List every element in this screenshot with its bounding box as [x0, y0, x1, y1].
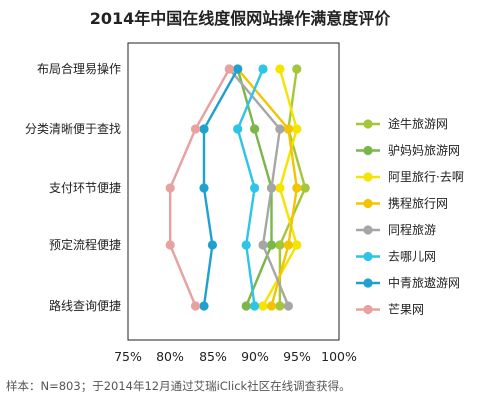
legend-item: 芒果网 — [356, 302, 424, 317]
category-label: 布局合理易操作 — [37, 61, 121, 76]
data-point — [266, 183, 277, 193]
legend-label: 同程旅游 — [388, 222, 436, 237]
legend-label: 去哪儿网 — [388, 250, 436, 264]
data-point — [275, 301, 285, 311]
data-point — [190, 301, 201, 311]
x-tick-label: 75% — [114, 349, 142, 364]
legend-item: 去哪儿网 — [356, 250, 436, 264]
legend-label: 阿里旅行·去啊 — [388, 170, 464, 184]
plot-frame — [127, 42, 340, 341]
data-point — [283, 240, 293, 250]
data-point — [275, 64, 285, 74]
x-tick-label: 85% — [199, 349, 227, 364]
x-tick-label: 90% — [241, 349, 269, 364]
legend-swatch-marker — [363, 304, 373, 315]
legend-item: 携程旅行网 — [356, 196, 448, 211]
data-point — [258, 240, 268, 250]
legend-swatch-marker — [363, 198, 373, 209]
data-point — [292, 183, 302, 193]
legend-item: 驴妈妈旅游网 — [356, 143, 460, 158]
data-point — [199, 124, 209, 134]
data-point — [292, 64, 302, 74]
data-point — [275, 240, 285, 250]
data-point — [292, 124, 302, 134]
data-point — [224, 64, 234, 74]
chart-title: 2014年中国在线度假网站操作满意度评价 — [90, 9, 392, 28]
footnote: 样本：N=803；于2014年12月通过艾瑞iClick社区在线调查获得。 — [6, 379, 351, 393]
legend-label: 芒果网 — [388, 302, 424, 317]
data-point — [199, 301, 209, 311]
category-label: 分类清晰便于查找 — [25, 122, 121, 136]
legend-label: 携程旅行网 — [388, 196, 448, 211]
legend-swatch-marker — [363, 119, 373, 129]
x-tick-labels: 75% 80% 85% 90% 95% 100% — [114, 349, 357, 364]
legend-label: 途牛旅游网 — [388, 116, 448, 131]
category-label: 支付环节便捷 — [49, 181, 121, 195]
legend-item: 同程旅游 — [356, 222, 436, 237]
legend-swatch-marker — [363, 172, 373, 182]
series-3 — [258, 64, 302, 311]
series-6 — [233, 64, 268, 311]
data-point — [275, 124, 285, 134]
series-7 — [199, 64, 243, 311]
data-point — [165, 240, 175, 250]
data-point — [300, 183, 310, 193]
legend-swatch-marker — [363, 225, 373, 235]
legend-label: 中青旅遨游网 — [388, 275, 460, 290]
data-point — [199, 183, 209, 193]
data-point — [233, 124, 243, 134]
data-point — [250, 301, 260, 311]
data-point — [275, 183, 285, 193]
legend-swatch-marker — [363, 278, 373, 288]
data-point — [165, 183, 175, 193]
legend-item: 中青旅遨游网 — [356, 275, 460, 290]
x-tick-label: 80% — [156, 349, 184, 364]
data-point — [266, 301, 277, 311]
category-label: 路线查询便捷 — [49, 298, 121, 313]
series-8 — [165, 64, 234, 311]
legend-label: 驴妈妈旅游网 — [388, 143, 460, 158]
data-point — [250, 183, 260, 193]
data-point — [190, 124, 201, 134]
data-point — [258, 301, 268, 311]
x-tick-label: 100% — [321, 349, 357, 364]
legend-swatch-marker — [363, 145, 373, 156]
data-point — [258, 64, 268, 74]
data-point — [283, 124, 293, 134]
data-point — [241, 240, 251, 250]
x-tick-label: 95% — [283, 349, 311, 364]
data-point — [266, 240, 277, 250]
data-point — [207, 240, 217, 250]
legend-item: 途牛旅游网 — [356, 116, 448, 131]
legend-item: 阿里旅行·去啊 — [356, 170, 464, 184]
data-point — [241, 301, 251, 311]
data-point — [233, 64, 243, 74]
category-label: 预定流程便捷 — [49, 237, 121, 252]
data-point — [292, 240, 302, 250]
data-point — [283, 301, 293, 311]
legend-swatch-marker — [363, 251, 373, 262]
series-layer — [165, 64, 310, 311]
data-point — [250, 124, 260, 134]
